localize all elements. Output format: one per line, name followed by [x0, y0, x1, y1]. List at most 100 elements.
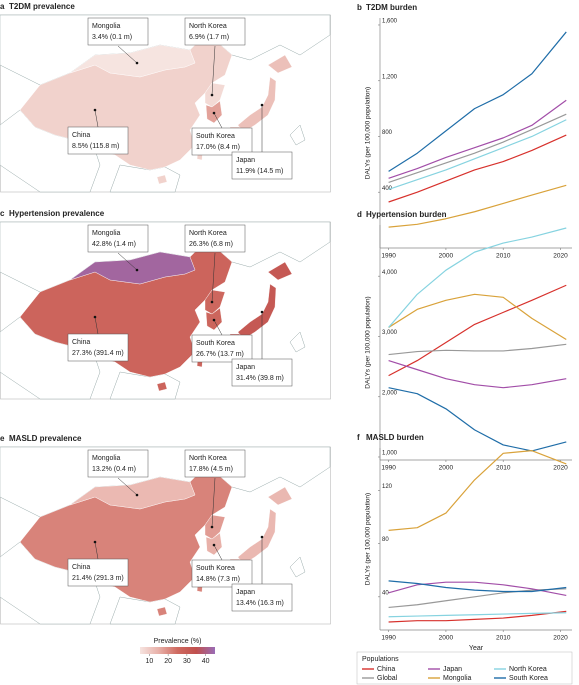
series-line — [388, 588, 567, 609]
country — [204, 514, 226, 540]
colorbar-tick-label: 10 — [145, 658, 153, 665]
country-value: 21.4% (291.3 m) — [72, 575, 124, 582]
panel-title: T2DM prevalence — [9, 2, 75, 11]
country-value: 17.0% (8.4 m) — [196, 144, 240, 151]
country — [267, 261, 293, 281]
label-box — [191, 127, 253, 156]
label-box — [184, 449, 246, 478]
y-tick-label: 40 — [382, 590, 389, 596]
panel-letter: e — [0, 434, 5, 443]
series-line — [388, 134, 567, 203]
legend-label: North Korea — [509, 666, 547, 673]
label-box — [184, 17, 246, 46]
leader — [117, 477, 138, 496]
leader-dot — [93, 108, 97, 112]
series-line — [388, 343, 567, 356]
panel-title: MASLD prevalence — [9, 434, 82, 443]
label-box — [87, 449, 149, 478]
leader-dot — [210, 525, 214, 529]
country-name: North Korea — [189, 230, 227, 237]
x-tick-label: 2000 — [439, 253, 454, 260]
series-line — [388, 360, 567, 389]
x-tick-label: 2000 — [439, 635, 454, 642]
country-name: Mongolia — [92, 230, 121, 237]
y-tick-label: 400 — [382, 186, 393, 192]
country-name: Japan — [236, 364, 255, 371]
panel-letter: b — [357, 3, 362, 12]
country — [267, 54, 293, 74]
land — [289, 556, 306, 578]
country-value: 13.2% (0.4 m) — [92, 466, 136, 473]
legend-label: Global — [377, 675, 398, 682]
leader-dot — [212, 111, 216, 115]
label-box — [184, 224, 246, 253]
leader-dot — [260, 103, 264, 107]
colorbar-tick-label: 40 — [202, 658, 210, 665]
leader-dot — [260, 310, 264, 314]
country — [237, 508, 277, 566]
series-line — [388, 119, 567, 191]
leader — [213, 544, 223, 561]
country-name: South Korea — [196, 565, 235, 572]
legend-title: Populations — [362, 656, 399, 663]
country-value: 8.5% (115.8 m) — [72, 143, 119, 150]
country-name: North Korea — [189, 455, 227, 462]
country-value: 42.8% (1.4 m) — [92, 241, 136, 248]
country — [267, 486, 293, 506]
country-name: China — [72, 132, 90, 139]
series-line — [388, 610, 567, 623]
leader — [213, 112, 223, 129]
x-tick-label: 2020 — [553, 465, 568, 472]
y-tick-label: 2,000 — [382, 390, 398, 396]
panel-title: MASLD burden — [366, 433, 424, 442]
colorbar-tick-label: 20 — [164, 658, 172, 665]
country-name: Mongolia — [92, 23, 121, 30]
land — [289, 331, 306, 353]
legend-frame — [356, 651, 573, 685]
y-tick-label: 3,000 — [382, 330, 398, 336]
label-box — [231, 151, 293, 180]
leader-dot — [260, 535, 264, 539]
x-tick-label: 2010 — [496, 253, 511, 260]
y-axis-label: DALYs (per 100,000 population) — [365, 296, 372, 388]
country-value: 26.3% (6.8 m) — [189, 241, 233, 248]
panel-title: Hypertension prevalence — [9, 209, 105, 218]
label-box — [231, 583, 293, 612]
country — [156, 606, 168, 617]
label-box — [191, 559, 253, 588]
leader-dot — [212, 543, 216, 547]
country — [69, 44, 196, 78]
country — [156, 381, 168, 392]
y-axis-label: DALYs (per 100,000 population) — [365, 493, 372, 585]
y-tick-label: 1,600 — [382, 19, 398, 25]
map: Mongolia 42.8% (1.4 m) North Korea 26.3% (6… — [0, 221, 331, 400]
legend-label: China — [377, 666, 395, 673]
label-box — [67, 558, 129, 587]
country-name: China — [72, 564, 90, 571]
country-name: Japan — [236, 157, 255, 164]
panel-letter: f — [357, 433, 360, 442]
country — [237, 76, 277, 134]
series-line — [388, 284, 567, 377]
leader-dot — [210, 93, 214, 97]
country-name: China — [72, 339, 90, 346]
label-box — [231, 358, 293, 387]
y-axis-label: DALYs (per 100,000 population) — [365, 87, 372, 179]
series-line — [388, 450, 567, 531]
label-box — [87, 17, 149, 46]
leader — [117, 252, 138, 271]
country-name: South Korea — [196, 133, 235, 140]
y-tick-label: 1,000 — [382, 451, 398, 457]
x-tick-label: 1990 — [381, 253, 396, 260]
label-box — [67, 333, 129, 362]
country-value: 31.4% (39.8 m) — [236, 375, 284, 382]
leader — [117, 45, 138, 64]
leader-dot — [135, 268, 139, 272]
map: Mongolia 13.2% (0.4 m) North Korea 17.8% (4… — [0, 446, 331, 625]
panel-title: Hypertension burden — [366, 210, 447, 219]
panel-letter: d — [357, 210, 362, 219]
x-tick-label: 2000 — [439, 465, 454, 472]
country-value: 3.4% (0.1 m) — [92, 34, 132, 41]
x-tick-label: 2010 — [496, 635, 511, 642]
